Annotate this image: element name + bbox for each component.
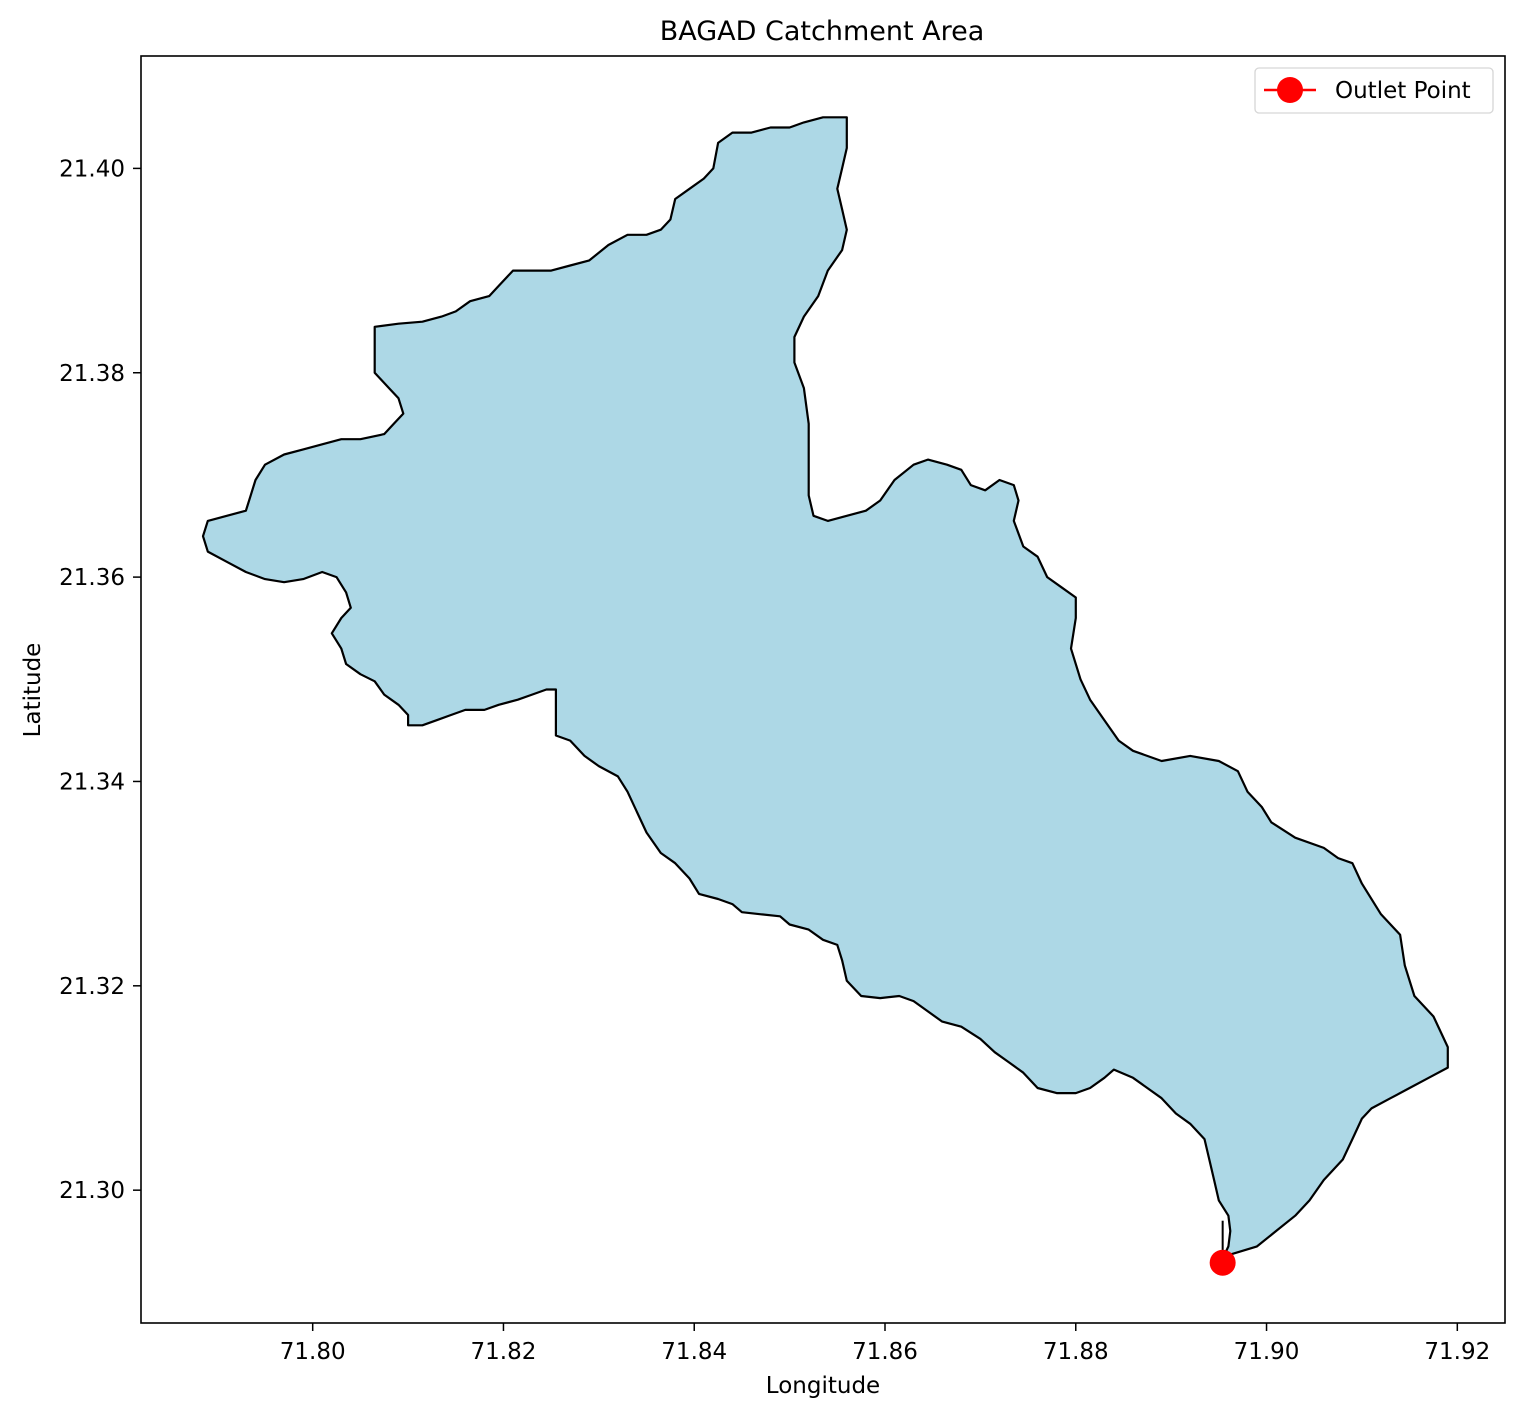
x-tick-label: 71.92 xyxy=(1424,1339,1490,1365)
y-tick-label: 21.40 xyxy=(59,156,125,182)
x-tick-label: 71.90 xyxy=(1234,1339,1300,1365)
legend: Outlet Point xyxy=(1254,67,1494,114)
legend-marker xyxy=(1277,77,1303,103)
y-tick-label: 21.32 xyxy=(59,974,125,1000)
y-axis-title: Latitude xyxy=(20,643,46,738)
x-axis-title: Longitude xyxy=(766,1373,880,1399)
legend-box xyxy=(1254,67,1494,114)
y-tick-label: 21.34 xyxy=(59,769,125,795)
y-axis-ticks: 21.30 21.32 21.34 21.36 21.38 21.40 xyxy=(59,156,141,1204)
chart-title: BAGAD Catchment Area xyxy=(660,16,985,47)
x-tick-label: 71.80 xyxy=(280,1339,346,1365)
outlet-point-marker xyxy=(1209,1249,1236,1276)
plot-area xyxy=(140,55,1506,1324)
catchment-polygon xyxy=(201,116,1449,1258)
y-tick-label: 21.36 xyxy=(59,565,125,591)
plot-frame xyxy=(140,55,1506,1324)
x-tick-label: 71.86 xyxy=(852,1339,918,1365)
x-tick-label: 71.82 xyxy=(471,1339,537,1365)
x-axis-ticks: 71.80 71.82 71.84 71.86 71.88 71.90 71.92 xyxy=(280,1323,1490,1365)
x-tick-label: 71.84 xyxy=(661,1339,727,1365)
y-tick-label: 21.38 xyxy=(59,361,125,387)
y-tick-label: 21.30 xyxy=(59,1178,125,1204)
legend-label: Outlet Point xyxy=(1335,78,1471,104)
x-tick-label: 71.88 xyxy=(1043,1339,1109,1365)
